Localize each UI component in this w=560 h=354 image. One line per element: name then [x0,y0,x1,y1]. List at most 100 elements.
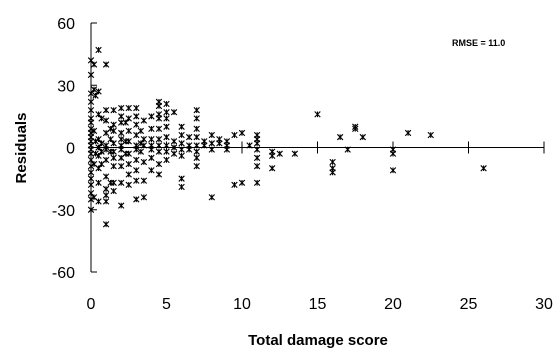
data-point [163,123,170,130]
data-point [125,171,132,178]
data-point [231,131,238,139]
data-point [110,148,117,155]
x-tick-label: 30 [535,296,553,313]
data-point [95,179,102,186]
data-point [125,104,132,112]
data-point [98,115,105,122]
data-point [107,179,114,186]
data-point [269,152,276,159]
data-point [155,136,163,143]
data-point [163,115,170,122]
data-point [118,162,125,170]
data-point [118,129,125,137]
data-point [291,150,299,157]
data-point [133,156,140,164]
data-point [148,113,155,120]
data-point [133,196,140,203]
data-point [133,104,140,112]
data-point [253,140,261,147]
x-axis-title: Total damage score [248,332,388,349]
data-point [95,136,102,143]
data-point [107,125,114,133]
data-point [102,61,110,68]
data-point [178,131,185,139]
data-point [118,104,125,112]
data-point [102,185,110,193]
data-point [137,127,145,135]
data-point [102,156,110,164]
data-point [208,140,215,147]
data-point [253,179,261,186]
y-tick-label: 30 [57,78,75,95]
data-point [95,46,102,54]
data-point [90,127,98,135]
data-point [118,113,125,120]
data-point [110,121,117,128]
x-tick-label: 0 [87,296,96,313]
data-point [427,131,434,139]
data-point [170,138,178,145]
data-point [148,125,155,133]
data-point [148,154,155,162]
data-point [140,136,148,143]
data-point [148,167,155,174]
data-point [208,131,215,139]
data-point [193,154,200,162]
data-point [185,133,193,141]
data-point [231,181,238,189]
data-point [125,115,132,122]
x-tick-label: 5 [162,296,171,313]
data-point [92,138,99,145]
data-point [133,177,140,184]
data-point [102,117,110,124]
data-point [107,136,114,143]
data-point [125,150,132,157]
data-point [102,198,110,205]
data-point [208,194,215,201]
data-point [118,136,125,143]
data-point [163,100,170,108]
data-point [110,127,117,135]
rmse-annotation: RMSE = 11.0 [452,38,505,48]
data-point [178,140,185,147]
data-point [98,148,105,155]
x-tick-label: 15 [309,296,327,313]
data-point [193,162,200,170]
data-point [110,140,117,147]
data-point [216,140,223,147]
data-point [389,167,397,174]
data-point [125,127,132,135]
data-point [359,133,366,141]
data-point [95,198,102,205]
data-point [125,138,132,145]
y-tick-label: 60 [57,16,75,33]
data-point [140,177,148,184]
data-point [178,152,185,159]
data-point [238,179,246,186]
data-point [110,154,117,162]
data-point [480,165,487,172]
data-point [155,102,163,110]
data-point [110,187,117,195]
data-point [140,194,148,201]
data-point [329,158,336,166]
x-tick-label: 25 [460,296,478,313]
data-point [148,136,155,143]
data-point [155,171,163,178]
data-point [90,61,98,68]
data-point [140,158,148,166]
data-point [163,133,170,141]
data-points [87,46,487,228]
data-point [110,106,117,114]
data-point [133,167,140,174]
y-axis-title: Residuals [13,113,30,184]
data-point [193,133,200,141]
data-point [170,150,178,157]
data-point [404,129,412,137]
x-tick-label: 20 [384,296,402,313]
data-point [269,165,276,172]
y-tick-label: 0 [66,141,75,158]
data-point [253,162,261,170]
data-point [133,113,140,120]
data-point [155,125,163,133]
